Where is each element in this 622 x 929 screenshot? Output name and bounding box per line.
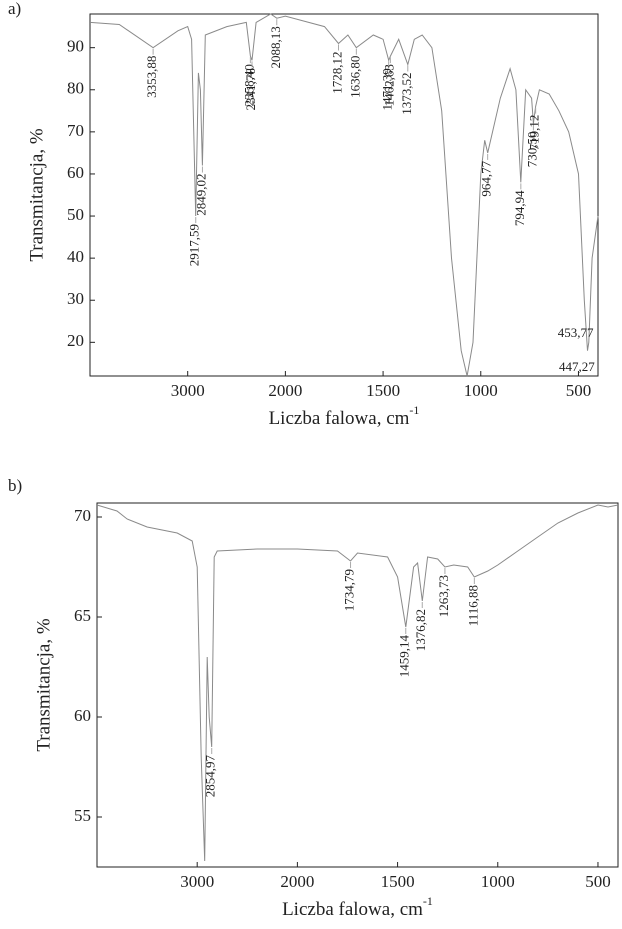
peak-label: 1116,88 (465, 585, 480, 626)
y-tick-label: 70 (74, 506, 91, 525)
peak-label: 2917,59 (187, 224, 202, 266)
y-tick-label: 60 (74, 706, 91, 725)
y-tick-label: 70 (67, 121, 84, 140)
y-tick-label: 50 (67, 205, 84, 224)
peak-label: 964,77 (479, 160, 494, 196)
x-tick-label: 500 (585, 872, 611, 891)
panel-label: a) (8, 0, 21, 18)
y-tick-label: 20 (67, 331, 84, 350)
y-tick-label: 65 (74, 606, 91, 625)
peak-label: 719,12 (527, 115, 542, 151)
peak-label: 453,77 (558, 325, 594, 340)
peak-label: 1263,73 (436, 575, 451, 617)
spectrum-line (97, 505, 618, 861)
y-axis-title: Transmitancja, % (33, 618, 54, 752)
y-tick-label: 60 (67, 163, 84, 182)
peak-label: 1373,52 (399, 73, 414, 115)
x-tick-label: 500 (566, 381, 592, 400)
peak-label: 2849,02 (193, 174, 208, 216)
x-axis-title: Liczba falowa, cm-1 (282, 894, 433, 921)
x-axis-title-text: Liczba falowa, cm (269, 408, 410, 429)
panel-label: b) (8, 476, 22, 495)
x-tick-label: 1000 (464, 381, 498, 400)
x-tick-label: 3000 (180, 872, 214, 891)
peak-label: 1462,63 (381, 64, 396, 106)
peak-label: 1459,14 (397, 635, 412, 678)
y-tick-label: 90 (67, 37, 84, 56)
y-tick-label: 30 (67, 289, 84, 308)
x-axis-title-sup: -1 (409, 403, 419, 417)
y-axis-title: Transmitancja, % (26, 128, 47, 262)
y-tick-label: 80 (67, 79, 84, 98)
x-axis-title: Liczba falowa, cm-1 (269, 403, 420, 430)
peak-label: 3353,88 (144, 56, 159, 98)
peak-label: 2088,13 (268, 26, 283, 68)
y-tick-label: 40 (67, 247, 84, 266)
x-tick-label: 1500 (381, 872, 415, 891)
x-axis-title-sup: -1 (423, 894, 433, 908)
peak-label: 794,94 (512, 190, 527, 226)
x-tick-label: 1000 (481, 872, 515, 891)
peak-label: 2341,76 (243, 68, 258, 111)
x-tick-label: 1500 (366, 381, 400, 400)
x-axis-title-text: Liczba falowa, cm (282, 899, 423, 920)
plot-frame (97, 503, 618, 867)
peak-label: 1728,12 (329, 51, 344, 93)
y-tick-label: 55 (74, 806, 91, 825)
peak-label: 1376,82 (413, 609, 428, 651)
peak-label: 2854,97 (203, 755, 218, 798)
peak-label: 447,27 (559, 359, 595, 374)
x-tick-label: 2000 (280, 872, 314, 891)
x-tick-label: 3000 (171, 381, 205, 400)
peak-label: 1734,79 (342, 569, 357, 611)
x-tick-label: 2000 (268, 381, 302, 400)
peak-label: 1636,80 (347, 56, 362, 98)
